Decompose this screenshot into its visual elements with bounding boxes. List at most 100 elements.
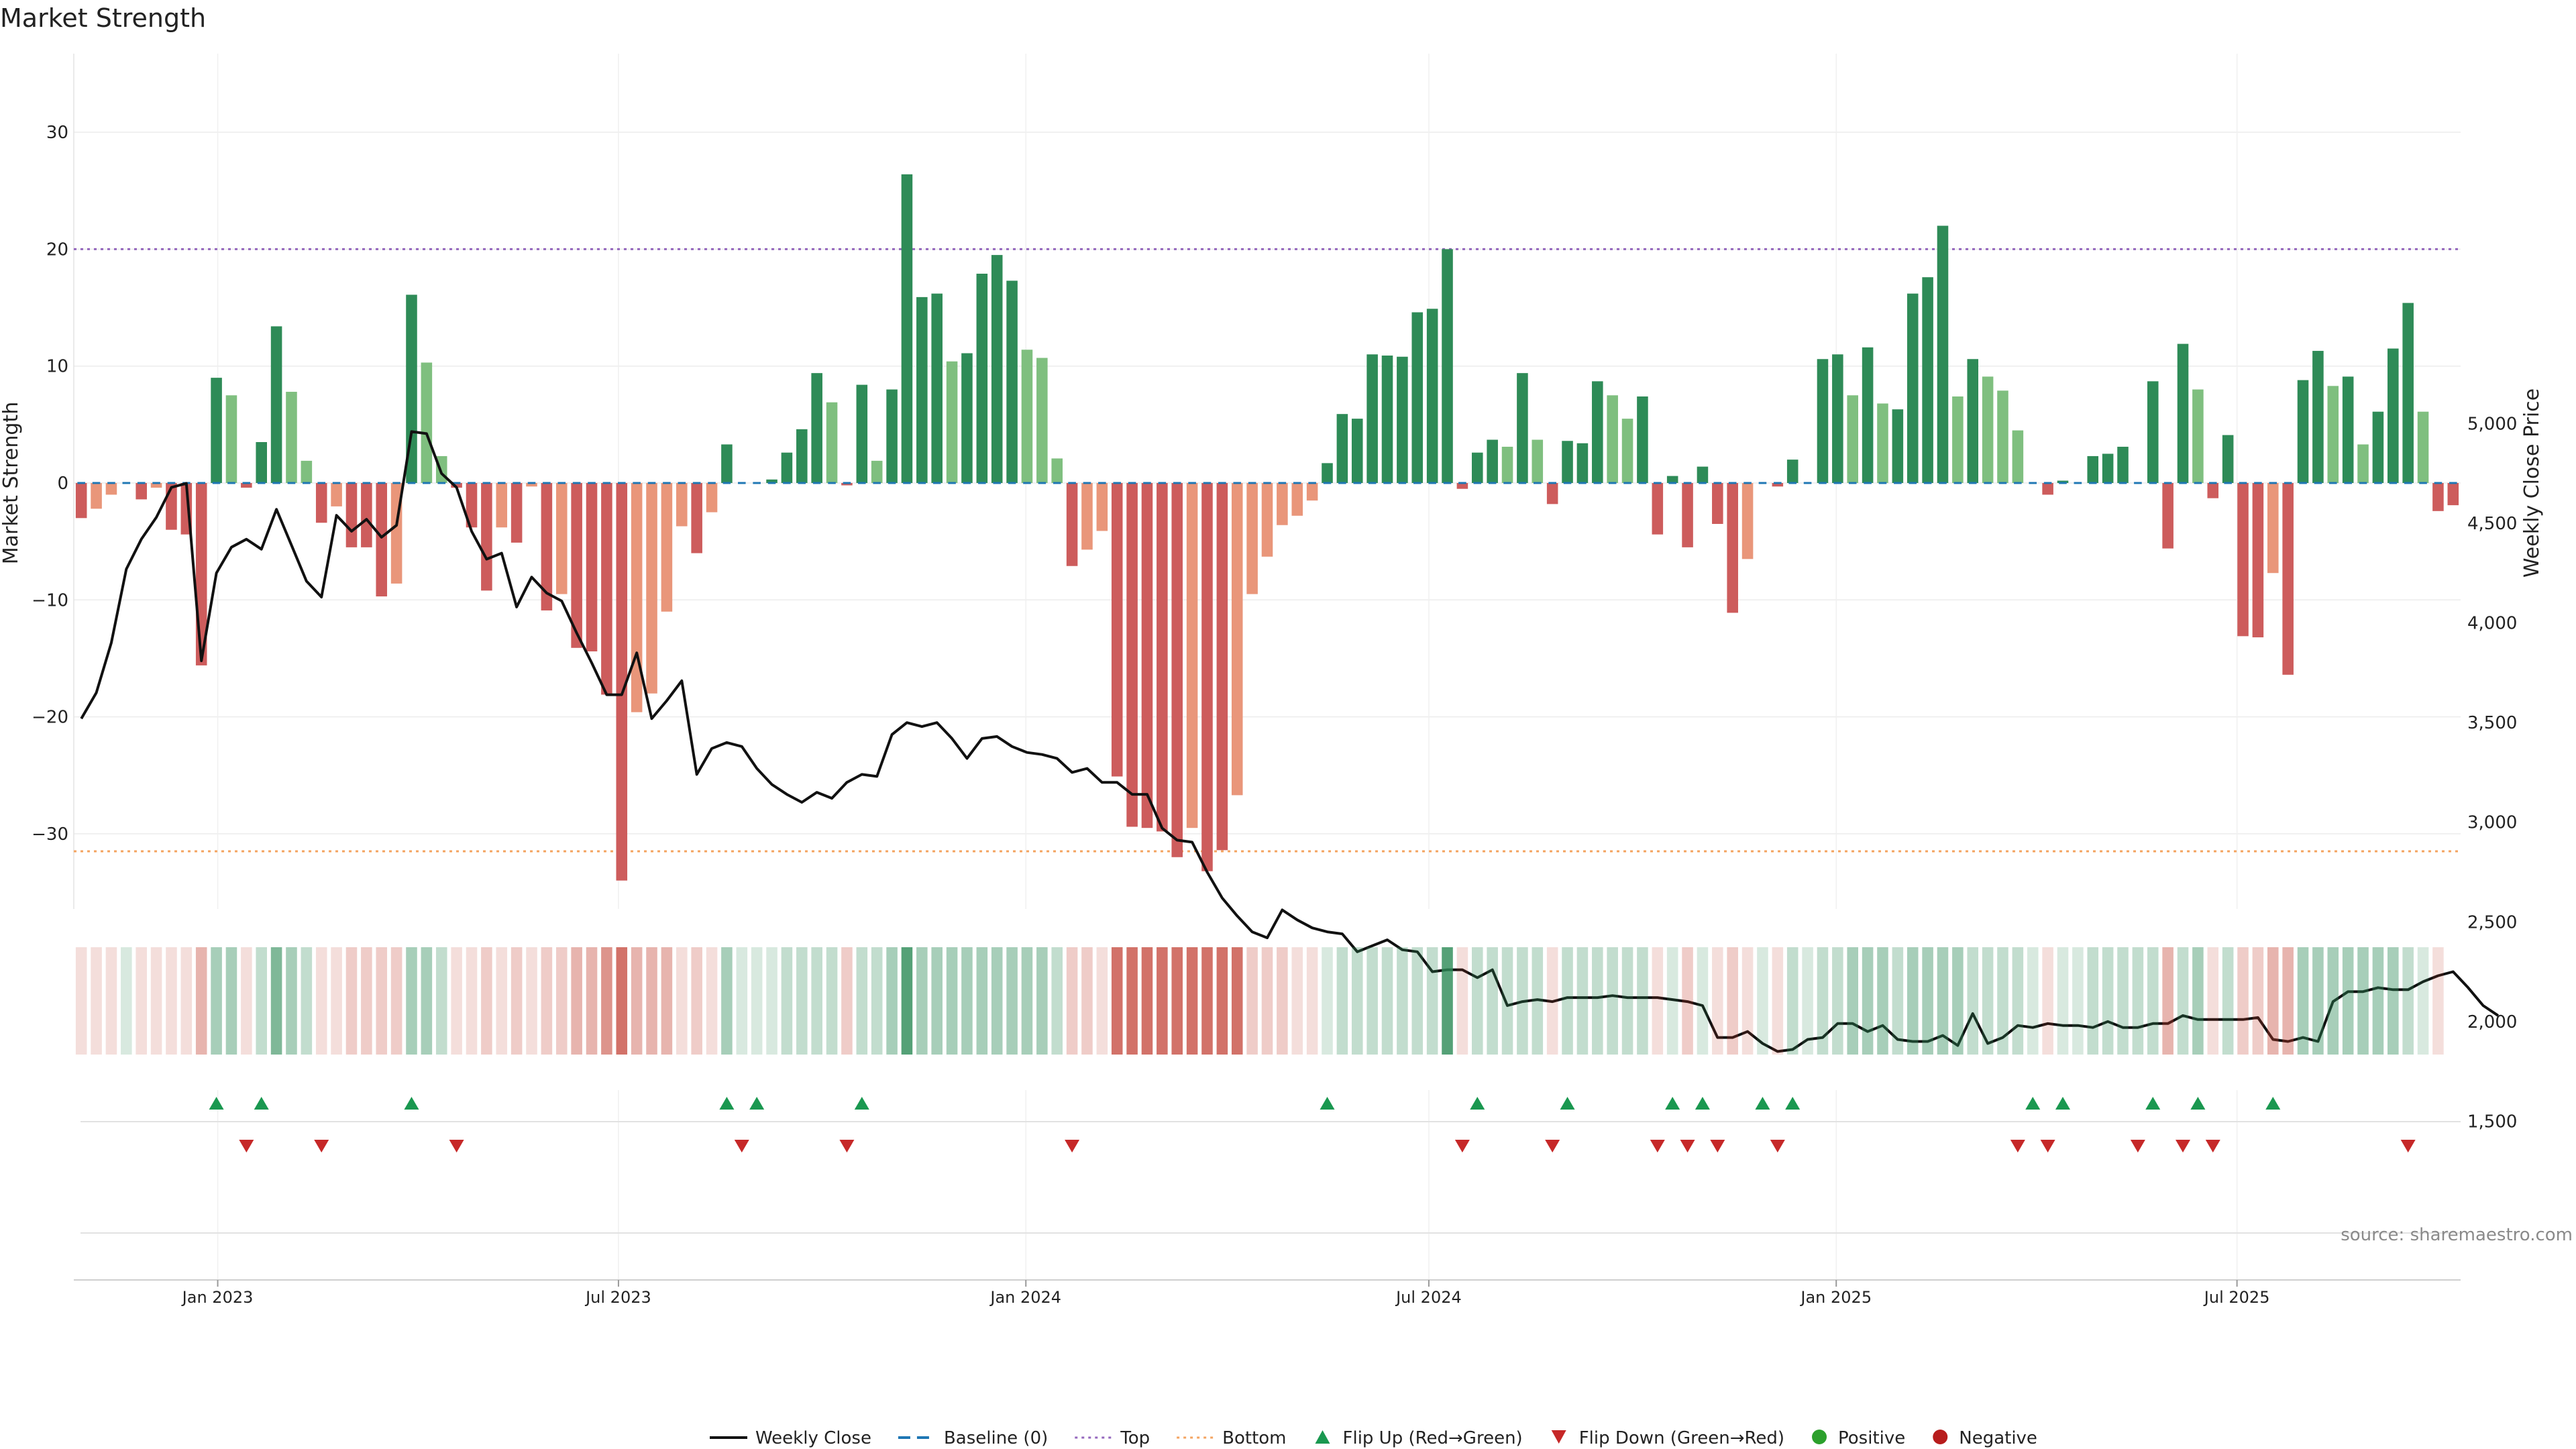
right-y-tick-label: 2,500 xyxy=(2467,912,2517,932)
strength-bar xyxy=(2312,351,2324,483)
flip-down-marker xyxy=(1454,1140,1470,1152)
strength-bar xyxy=(315,483,327,523)
right-y-tick-label: 3,500 xyxy=(2467,713,2517,733)
left-y-tick-label: −20 xyxy=(32,708,68,728)
flip-down-marker xyxy=(239,1140,254,1152)
strength-bar xyxy=(406,294,417,483)
regime-cell xyxy=(1862,947,1874,1055)
flip-up-marker xyxy=(2190,1097,2206,1110)
strength-bar xyxy=(345,483,358,547)
regime-cell xyxy=(150,947,162,1055)
regime-cell xyxy=(901,947,913,1055)
regime-strip xyxy=(75,947,2444,1055)
strength-bar xyxy=(150,483,162,488)
regime-cell xyxy=(435,947,447,1055)
legend-label: Negative xyxy=(1959,1428,2037,1448)
strength-bar xyxy=(676,483,688,527)
left-y-tick-label: −30 xyxy=(32,824,68,845)
strength-bar xyxy=(1817,359,1829,483)
regime-cell xyxy=(751,947,763,1055)
regime-cell xyxy=(2372,947,2384,1055)
strength-bar xyxy=(1306,483,1318,501)
strength-bar xyxy=(631,483,643,712)
strength-bar xyxy=(721,444,733,483)
strength-bar xyxy=(105,483,117,495)
regime-cell xyxy=(2072,947,2084,1055)
regime-cell xyxy=(571,947,582,1055)
strength-bar xyxy=(781,452,793,483)
flip-up-marker xyxy=(2055,1097,2070,1110)
regime-cell xyxy=(91,947,102,1055)
regime-cell xyxy=(1907,947,1919,1055)
regime-cell xyxy=(166,947,177,1055)
regime-cell xyxy=(1201,947,1213,1055)
flip-up-marker xyxy=(209,1097,224,1110)
strength-bar xyxy=(691,483,702,553)
regime-cell xyxy=(256,947,267,1055)
strength-bar xyxy=(2297,380,2309,483)
regime-cell xyxy=(301,947,313,1055)
legend-label: Bottom xyxy=(1222,1428,1286,1448)
strength-bar xyxy=(1487,439,1498,483)
flip-up-marker xyxy=(404,1097,419,1110)
strength-bars xyxy=(75,174,2459,881)
strength-bar xyxy=(1246,483,1258,594)
regime-cell xyxy=(1487,947,1498,1055)
flip-markers xyxy=(80,1097,2461,1152)
strength-bar xyxy=(225,395,237,483)
regime-cell xyxy=(195,947,207,1055)
strength-bar xyxy=(1727,483,1738,613)
regime-cell xyxy=(2282,947,2294,1055)
flip-down-marker xyxy=(1065,1140,1080,1152)
x-tick-label: Jul 2025 xyxy=(2203,1288,2270,1307)
regime-cell xyxy=(1666,947,1678,1055)
x-tick-label: Jul 2024 xyxy=(1395,1288,1462,1307)
regime-cell xyxy=(1397,947,1408,1055)
regime-cell xyxy=(211,947,222,1055)
right-y-axis: 1,500 2,000 2,500 3,000 3,500 4,000 4,500 5,000 xyxy=(2467,415,2517,1132)
regime-cell xyxy=(1802,947,1813,1055)
strength-bar xyxy=(826,402,838,483)
strength-bar xyxy=(2162,483,2174,549)
grid-lines xyxy=(73,54,2461,1285)
strength-bar xyxy=(1186,483,1198,828)
regime-cell xyxy=(1682,947,1693,1055)
strength-bar xyxy=(136,483,147,500)
strength-bar xyxy=(1652,483,1664,535)
regime-cell xyxy=(1712,947,1723,1055)
regime-cell xyxy=(2252,947,2264,1055)
regime-cell xyxy=(1546,947,1558,1055)
strength-bar xyxy=(511,483,523,543)
regime-cell xyxy=(2087,947,2099,1055)
regime-cell xyxy=(1922,947,1933,1055)
regime-cell xyxy=(1066,947,1078,1055)
regime-cell xyxy=(1096,947,1108,1055)
strength-bar xyxy=(2447,483,2459,506)
strength-bar xyxy=(1351,419,1363,483)
strength-bar xyxy=(1051,458,1063,483)
flip-down-marker xyxy=(1770,1140,1785,1152)
strength-bar xyxy=(256,441,267,483)
regime-cell xyxy=(1877,947,1888,1055)
flip-up-marker xyxy=(854,1097,869,1110)
regime-cell xyxy=(1277,947,1288,1055)
strength-bar xyxy=(1637,396,1648,483)
strength-bar xyxy=(946,361,958,483)
strength-bar xyxy=(1937,225,1949,483)
regime-cell xyxy=(1997,947,2008,1055)
regime-cell xyxy=(1081,947,1093,1055)
regime-cell xyxy=(706,947,718,1055)
regime-cell xyxy=(75,947,87,1055)
strength-bar xyxy=(1562,441,1573,483)
strength-bar xyxy=(1126,483,1138,827)
legend-flip-up-swatch xyxy=(1315,1430,1330,1444)
strength-bar xyxy=(2267,483,2279,574)
strength-bar xyxy=(1322,463,1333,483)
chart-title: Market Strength xyxy=(0,3,206,33)
strength-bar xyxy=(1066,483,1078,566)
strength-bar xyxy=(616,483,628,881)
strength-bar xyxy=(1697,466,1709,483)
regime-cell xyxy=(1727,947,1738,1055)
regime-cell xyxy=(481,947,492,1055)
